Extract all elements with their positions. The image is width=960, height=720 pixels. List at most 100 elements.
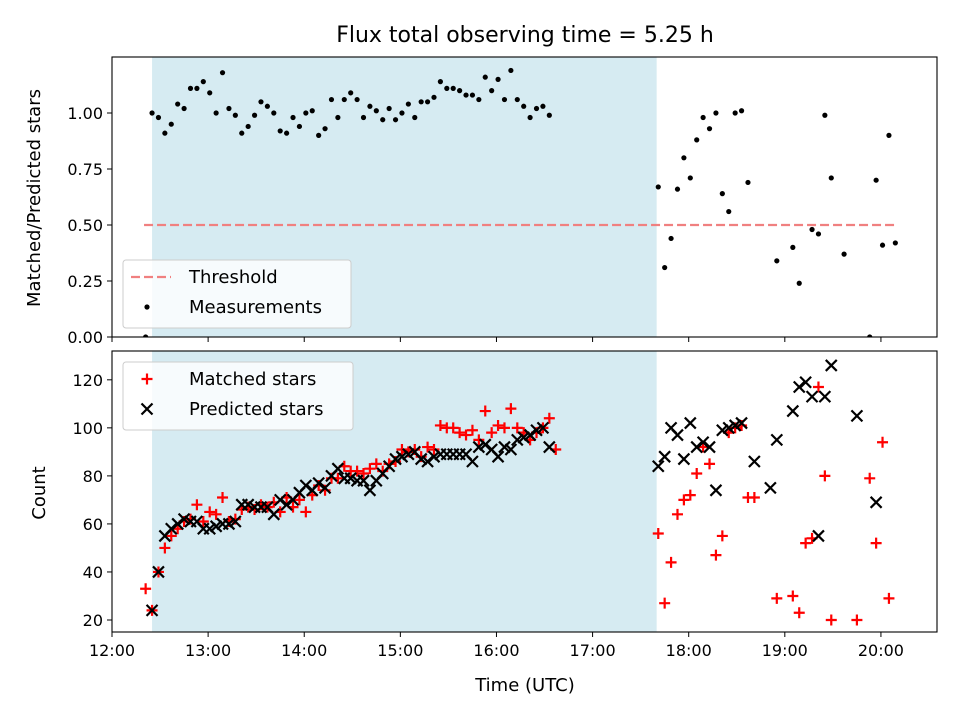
measurement-point: [200, 79, 206, 85]
measurement-point: [181, 105, 187, 112]
matched-star-point: [665, 556, 677, 568]
matched-star-point: [870, 537, 882, 549]
predicted-star-point: [145, 604, 159, 617]
legend-label: Threshold: [188, 267, 278, 288]
legend-label: Predicted stars: [189, 399, 323, 420]
predicted-star-point: [786, 404, 800, 418]
matched-star-point: [370, 458, 382, 470]
matched-star-point: [159, 542, 171, 554]
measurement-point: [873, 177, 879, 183]
predicted-star-point: [318, 481, 332, 495]
matched-star-point: [652, 528, 664, 540]
matched-star-point: [217, 492, 229, 504]
measurement-point: [239, 130, 245, 136]
x-tick-label: 15:00: [377, 641, 423, 660]
measurement-point: [194, 85, 200, 91]
measurement-point: [540, 103, 546, 109]
measurement-point: [774, 258, 780, 264]
measurement-point: [271, 110, 277, 116]
y-tick-label: 80: [83, 467, 103, 486]
matched-star-point: [771, 592, 783, 604]
matched-star-point: [454, 427, 466, 439]
matched-star-point: [428, 443, 440, 455]
matched-star-point: [716, 530, 728, 542]
measurement-point: [841, 251, 847, 257]
measurement-point: [143, 334, 149, 337]
x-tick-label: 20:00: [858, 641, 904, 660]
measurement-point: [489, 88, 495, 94]
top-panel: 0.00 0.25 0.50 0.75 1.00 Threshold Measurement…: [67, 56, 938, 347]
measurement-point: [738, 108, 745, 114]
measurement-point: [245, 123, 251, 130]
matched-star-point: [422, 441, 434, 453]
measurement-point: [207, 90, 213, 96]
matched-star-point: [197, 516, 209, 528]
predicted-star-point: [690, 440, 703, 454]
matched-star-point: [825, 614, 837, 626]
measurement-point: [674, 186, 681, 192]
measurement-point: [303, 110, 309, 116]
predicted-star-point: [543, 440, 556, 454]
legend-label: Matched stars: [189, 369, 316, 390]
predicted-star-point: [164, 522, 178, 536]
predicted-star-point: [478, 438, 492, 451]
matched-star-point: [191, 499, 203, 511]
measurement-point: [213, 110, 219, 116]
y-tick-label: 120: [72, 371, 103, 390]
measurement-point: [681, 155, 687, 161]
measurement-point: [232, 112, 238, 118]
predicted-star-point: [696, 435, 710, 449]
y-tick-label: 0.25: [67, 272, 103, 291]
matched-star-point: [787, 590, 799, 602]
predicted-star-point: [869, 496, 883, 509]
y-tick-label: 100: [72, 419, 103, 438]
measurement-point: [418, 99, 424, 105]
matched-star-point: [358, 467, 370, 479]
matched-star-point: [691, 467, 703, 479]
measurement-point: [264, 103, 270, 109]
predicted-star-point: [536, 421, 550, 435]
matched-star-point: [704, 458, 716, 470]
matched-star-point: [473, 434, 485, 446]
matched-star-point: [140, 583, 152, 595]
measurement-point: [277, 128, 283, 134]
measurement-point: [457, 88, 463, 94]
measurement-point: [187, 85, 194, 91]
matched-star-point: [396, 443, 408, 455]
measurement-point: [437, 79, 443, 85]
legend-box: [122, 361, 354, 431]
measurement-point: [296, 123, 303, 130]
predicted-star-point: [491, 450, 505, 463]
measurement-point: [258, 99, 264, 105]
measurement-point: [290, 114, 296, 121]
y-tick-label: 0.75: [67, 160, 103, 179]
measurement-point: [508, 67, 514, 74]
chart-title: Flux total observing time = 5.25 h: [336, 23, 714, 48]
matched-star-point: [498, 422, 510, 434]
predicted-star-point: [331, 462, 345, 475]
measurement-point: [726, 208, 732, 215]
measurement-point: [828, 175, 834, 181]
x-tick-label: 13:00: [185, 641, 231, 660]
matched-star-point: [883, 592, 895, 604]
matched-star-point: [800, 537, 812, 549]
measurement-point: [431, 94, 437, 100]
predicted-star-point: [651, 460, 665, 473]
measurement-point: [341, 96, 347, 103]
measurement-point: [405, 101, 411, 107]
measurement-point: [892, 240, 898, 246]
matched-star-point: [492, 419, 504, 431]
matched-star-point: [165, 530, 177, 542]
matched-star-point: [684, 489, 696, 501]
series-group: [140, 359, 895, 626]
matched-star-point: [671, 508, 683, 520]
measurement-point: [316, 132, 322, 138]
matched-star-point: [364, 463, 376, 475]
measurement-point: [694, 137, 700, 143]
legend-dot-swatch: [144, 304, 150, 310]
measurement-point: [412, 114, 418, 121]
measurement-point: [482, 74, 488, 80]
measurement-point: [155, 114, 162, 121]
matched-star-point: [851, 614, 863, 626]
top-ylabel: Matched/Predicted stars: [24, 89, 45, 307]
